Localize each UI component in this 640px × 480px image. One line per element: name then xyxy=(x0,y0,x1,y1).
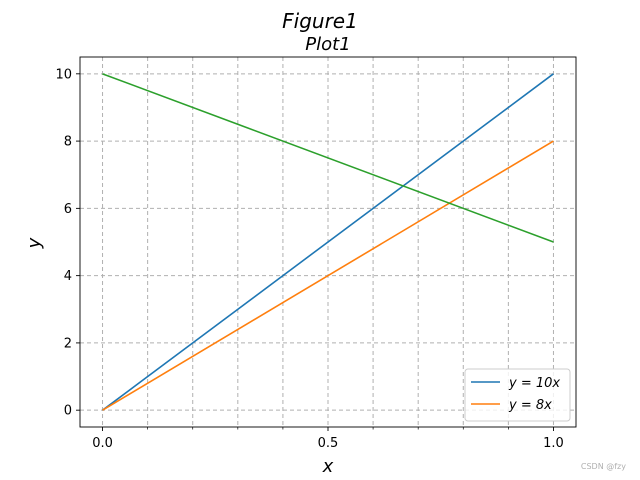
y-tick-label: 2 xyxy=(64,336,72,351)
x-tick-label: 0.5 xyxy=(318,436,339,451)
series-line xyxy=(102,73,554,243)
figure-title: Figure1 xyxy=(282,9,358,33)
x-axis-label: x xyxy=(322,456,334,477)
legend-label: y = 8x xyxy=(508,398,552,413)
legend-label: y = 10x xyxy=(508,376,560,391)
plot-title: Plot1 xyxy=(305,34,350,55)
watermark: CSDN @fzy xyxy=(581,462,626,471)
y-tick-label: 0 xyxy=(64,404,72,419)
plot-area: 0.0 0.5 1.0 0 2 4 6 8 10 y = 10x y = 8x xyxy=(55,56,577,451)
y-axis-label: y xyxy=(24,237,45,249)
y-tick-label: 10 xyxy=(55,67,72,82)
y-tick-label: 4 xyxy=(64,269,72,284)
series-line xyxy=(102,140,554,411)
legend: y = 10x y = 8x xyxy=(464,368,571,422)
series-line xyxy=(102,73,554,411)
x-tick-label: 1.0 xyxy=(543,436,564,451)
y-tick-label: 8 xyxy=(64,135,72,150)
x-tick-label: 0.0 xyxy=(92,436,113,451)
y-tick-label: 6 xyxy=(64,202,72,217)
